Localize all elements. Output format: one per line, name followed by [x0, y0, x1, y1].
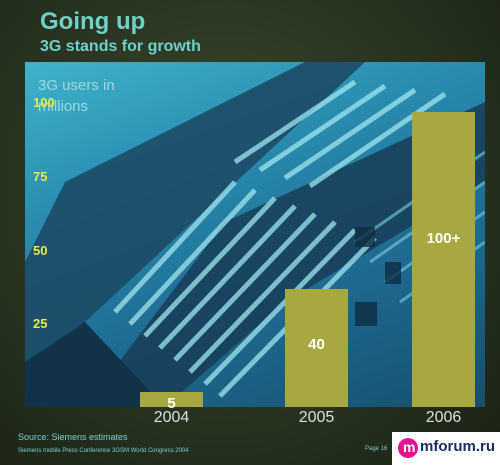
footer-text: Siemens mobile Press Conference 3GSM Wor…: [18, 448, 189, 454]
bar-2006: [412, 112, 475, 407]
bar-data-label: 100+: [426, 230, 461, 247]
x-tick-label: 2005: [298, 409, 335, 426]
y-axis-label: 3G users in millions: [38, 77, 115, 115]
y-tick-label: 25: [33, 316, 48, 332]
mforum-logo-text: mforum.ru: [420, 438, 495, 455]
mforum-mark-icon: m: [398, 438, 418, 458]
slide-subtitle: 3G stands for growth: [40, 38, 201, 55]
source-note: Source: Siemens estimates: [18, 432, 128, 442]
background-photo: [25, 62, 485, 407]
bar-2005: [285, 289, 348, 407]
y-tick-label: 75: [33, 168, 48, 184]
bar-2004: [140, 392, 203, 407]
slide-title: Going up: [40, 8, 146, 35]
x-tick-label: 2004: [153, 409, 190, 426]
mforum-logo: m mforum.ru: [392, 432, 500, 465]
page-number: Page 16: [365, 446, 388, 452]
bar-data-label: 5: [167, 395, 176, 413]
y-tick-label: 100: [33, 95, 55, 110]
y-tick-label: 50: [33, 242, 48, 258]
bar-data-label: 40: [308, 336, 325, 354]
x-tick-label: 2006: [425, 409, 462, 426]
